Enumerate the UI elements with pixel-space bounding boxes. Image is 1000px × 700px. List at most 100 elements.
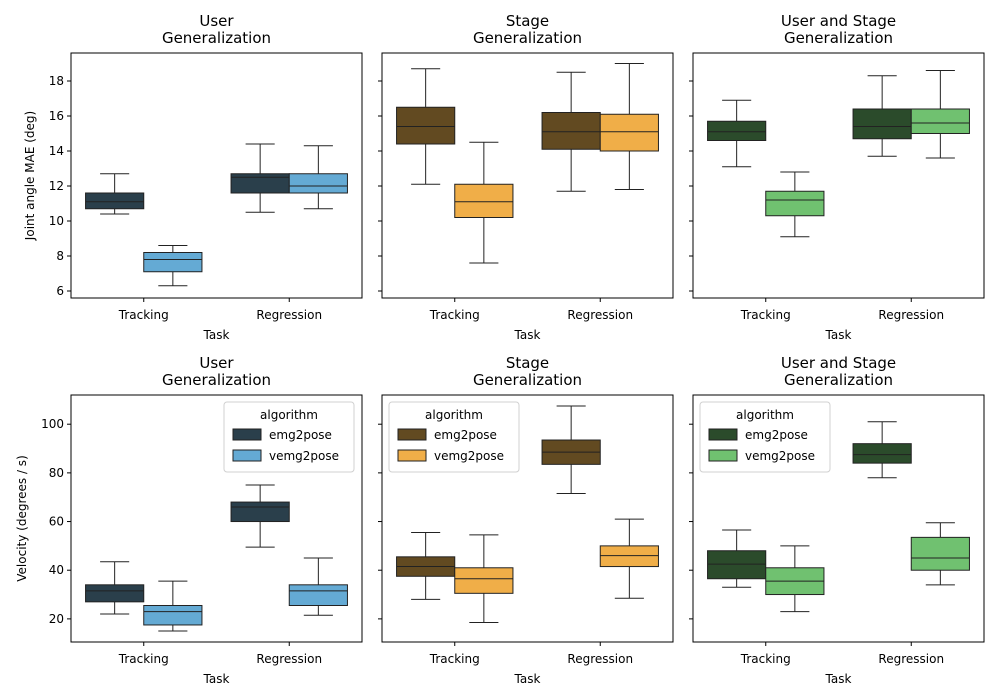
ytick-label: 16: [49, 109, 64, 123]
box-iqr: [396, 106, 456, 145]
legend-label-emg2pose: emg2pose: [434, 428, 497, 442]
xtick-label: Regression: [256, 652, 322, 666]
chart-title-line-2: Generalization: [162, 371, 271, 389]
xtick-label: Regression: [256, 308, 322, 322]
box-iqr: [541, 112, 601, 150]
box-iqr: [230, 501, 290, 523]
box-emg2pose-tracking: [85, 561, 145, 615]
ytick-label: 20: [49, 612, 64, 626]
chart-title-line-2: Generalization: [473, 29, 582, 47]
xtick-label: Regression: [567, 652, 633, 666]
ytick-label: 8: [56, 249, 64, 263]
chart-panel-2: Tracking Regression Task StageGeneralizatio…: [378, 12, 674, 342]
box-iqr: [599, 113, 659, 152]
legend-title: algorithm: [425, 408, 483, 422]
axes-frame: [692, 52, 985, 299]
axes-frame: [70, 394, 363, 643]
box-iqr: [143, 252, 203, 273]
legend-label-vemg2pose: vemg2pose: [745, 449, 815, 463]
box-emg2pose-regression: [852, 421, 912, 479]
chart-panel-6: Tracking Regression Task User and StageGene…: [689, 354, 985, 686]
chart-title-line-2: Generalization: [162, 29, 271, 47]
x-axis-label: Task: [514, 328, 541, 342]
chart-title-line-2: Generalization: [473, 371, 582, 389]
box-emg2pose-tracking: [707, 529, 767, 588]
box-iqr: [85, 192, 145, 210]
box-emg2pose-tracking: [396, 531, 456, 600]
box-iqr: [852, 108, 912, 140]
chart-panel-3: Tracking Regression Task User and StageGene…: [689, 12, 985, 342]
box-emg2pose-tracking: [85, 173, 145, 215]
box-vemg2pose-regression: [599, 518, 659, 599]
chart-title-line-1: User: [199, 354, 234, 372]
box-iqr: [288, 584, 348, 606]
x-axis-label: Task: [825, 328, 852, 342]
xtick-label: Regression: [878, 308, 944, 322]
legend-label-emg2pose: emg2pose: [269, 428, 332, 442]
xtick-label: Tracking: [429, 652, 480, 666]
ytick-label: 100: [41, 417, 64, 431]
axes-frame: [381, 52, 674, 299]
legend-label-vemg2pose: vemg2pose: [269, 449, 339, 463]
legend-swatch-vemg2pose: [232, 449, 262, 462]
xtick-label: Tracking: [118, 652, 169, 666]
legend: algorithm emg2pose vemg2pose: [699, 401, 831, 473]
legend-title: algorithm: [260, 408, 318, 422]
box-emg2pose-tracking: [707, 99, 767, 168]
box-vemg2pose-regression: [288, 145, 348, 210]
axes-frame: [70, 52, 363, 299]
box-emg2pose-regression: [541, 71, 601, 192]
ytick-label: 14: [49, 144, 64, 158]
box-iqr: [910, 108, 970, 134]
ytick-label: 12: [49, 179, 64, 193]
box-iqr: [288, 173, 348, 194]
x-axis-label: Task: [514, 672, 541, 686]
legend-swatch-emg2pose: [708, 428, 738, 441]
xtick-label: Tracking: [118, 308, 169, 322]
xtick-label: Regression: [878, 652, 944, 666]
x-axis-label: Task: [203, 672, 230, 686]
box-vemg2pose-regression: [288, 557, 348, 616]
legend-swatch-emg2pose: [232, 428, 262, 441]
box-iqr: [852, 443, 912, 464]
chart-title-line-1: Stage: [506, 354, 549, 372]
ytick-label: 60: [49, 515, 64, 529]
chart-title-line-1: User and Stage: [781, 12, 896, 30]
legend-label-vemg2pose: vemg2pose: [434, 449, 504, 463]
box-iqr: [454, 183, 514, 218]
chart-title-line-1: User and Stage: [781, 354, 896, 372]
box-vemg2pose-tracking: [765, 171, 825, 238]
box-vemg2pose-tracking: [765, 545, 825, 613]
chart-panel-5: Tracking Regression Task StageGeneralizatio…: [378, 354, 674, 686]
chart-title-line-2: Generalization: [784, 371, 893, 389]
box-vemg2pose-tracking: [454, 534, 514, 624]
legend: algorithm emg2pose vemg2pose: [388, 401, 520, 473]
box-iqr: [230, 173, 290, 194]
box-iqr: [910, 536, 970, 571]
axes-frame: [692, 394, 985, 643]
ytick-label: 40: [49, 563, 64, 577]
box-vemg2pose-regression: [910, 522, 970, 586]
x-axis-label: Task: [203, 328, 230, 342]
box-vemg2pose-regression: [910, 70, 970, 159]
box-emg2pose-regression: [852, 75, 912, 157]
box-vemg2pose-tracking: [143, 580, 203, 632]
box-iqr: [707, 550, 767, 580]
xtick-label: Tracking: [740, 308, 791, 322]
x-axis-label: Task: [825, 672, 852, 686]
box-emg2pose-regression: [541, 405, 601, 495]
legend-swatch-vemg2pose: [708, 449, 738, 462]
xtick-label: Tracking: [740, 652, 791, 666]
legend-label-emg2pose: emg2pose: [745, 428, 808, 442]
box-emg2pose-regression: [230, 484, 290, 548]
box-emg2pose-tracking: [396, 68, 456, 185]
ytick-label: 10: [49, 214, 64, 228]
chart-title-line-1: Stage: [506, 12, 549, 30]
box-iqr: [707, 120, 767, 141]
box-vemg2pose-regression: [599, 63, 659, 190]
box-iqr: [599, 545, 659, 568]
xtick-label: Regression: [567, 308, 633, 322]
box-iqr: [454, 567, 514, 594]
box-vemg2pose-tracking: [454, 141, 514, 264]
